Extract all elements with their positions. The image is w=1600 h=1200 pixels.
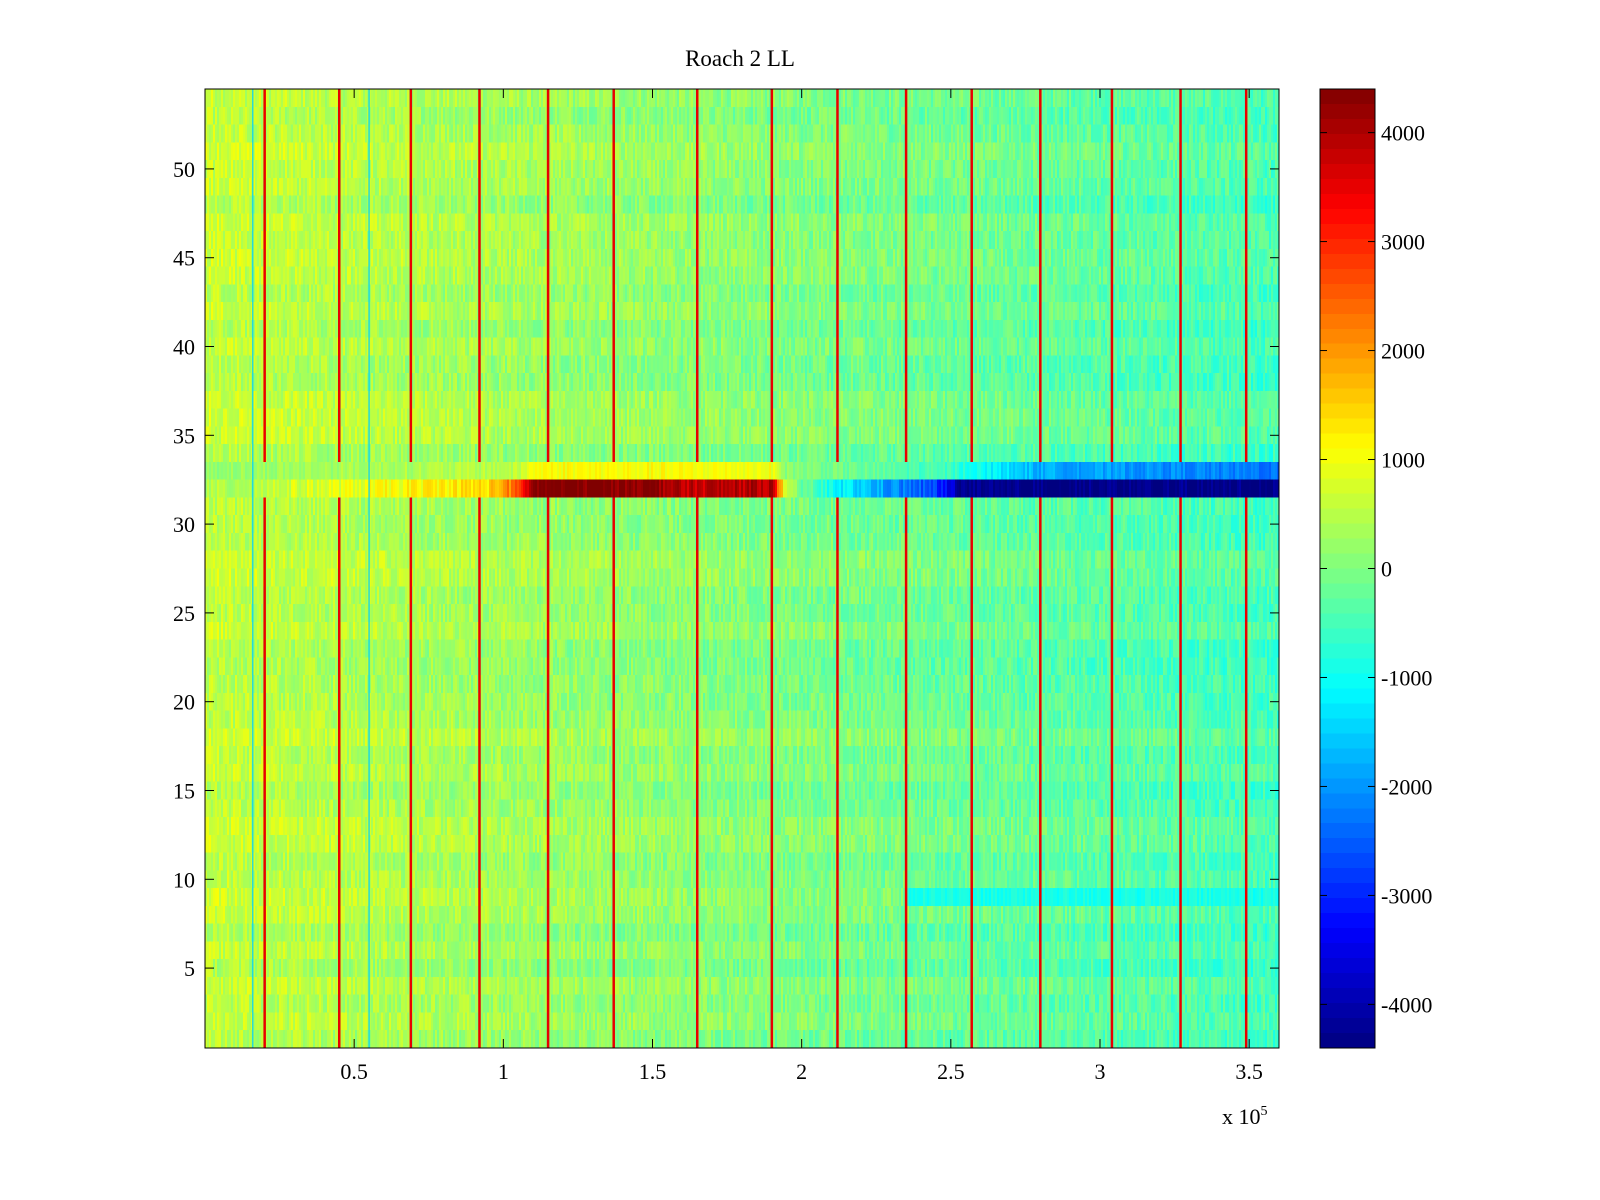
x-tick-label: 3 <box>1095 1059 1106 1084</box>
y-tick-label: 50 <box>173 157 195 182</box>
plot-frame <box>204 88 1280 1049</box>
colorbar-tick-label: -3000 <box>1381 883 1432 908</box>
colorbar-tick-label: -2000 <box>1381 774 1432 799</box>
x-exponent-power: 5 <box>1261 1104 1268 1119</box>
x-tick-label: 0.5 <box>340 1059 368 1084</box>
colorbar-tick-label: -1000 <box>1381 665 1432 690</box>
colorbar-tick-label: 4000 <box>1381 121 1425 146</box>
y-tick-label: 5 <box>184 956 195 981</box>
x-axis-ticks: 0.5 1 1.5 2 2.5 3 3.5 <box>340 89 1263 1084</box>
x-tick-label: 1.5 <box>639 1059 667 1084</box>
chart-title: Roach 2 LL <box>685 46 795 71</box>
heatmap-image <box>205 89 1279 1048</box>
colorbar-tick-label: 2000 <box>1381 339 1425 364</box>
x-tick-label: 3.5 <box>1235 1059 1263 1084</box>
y-tick-label: 35 <box>173 423 195 448</box>
colorbar-tick-label: 0 <box>1381 557 1392 582</box>
y-tick-label: 40 <box>173 335 195 360</box>
y-tick-label: 30 <box>173 512 195 537</box>
x-exponent-label: x 105 <box>1222 1104 1268 1129</box>
x-tick-label: 1 <box>498 1059 509 1084</box>
colorbar <box>1319 88 1376 1049</box>
colorbar-tick-label: 3000 <box>1381 230 1425 255</box>
colorbar-tick-label: -4000 <box>1381 992 1432 1017</box>
plot-area <box>204 88 1280 1049</box>
x-tick-label: 2 <box>796 1059 807 1084</box>
y-tick-label: 15 <box>173 778 195 803</box>
colorbar-gradient <box>1320 89 1375 1048</box>
y-axis-ticks: 5 10 15 20 25 30 35 40 45 50 <box>173 157 1279 981</box>
y-tick-label: 20 <box>173 690 195 715</box>
colorbar-ticks: 4000 3000 2000 1000 0 -1000 -2000 -3000 -4000 <box>1320 121 1432 1017</box>
y-tick-label: 10 <box>173 867 195 892</box>
colorbar-tick-label: 1000 <box>1381 448 1425 473</box>
y-tick-label: 25 <box>173 601 195 626</box>
y-tick-label: 45 <box>173 246 195 271</box>
x-tick-label: 2.5 <box>937 1059 965 1084</box>
